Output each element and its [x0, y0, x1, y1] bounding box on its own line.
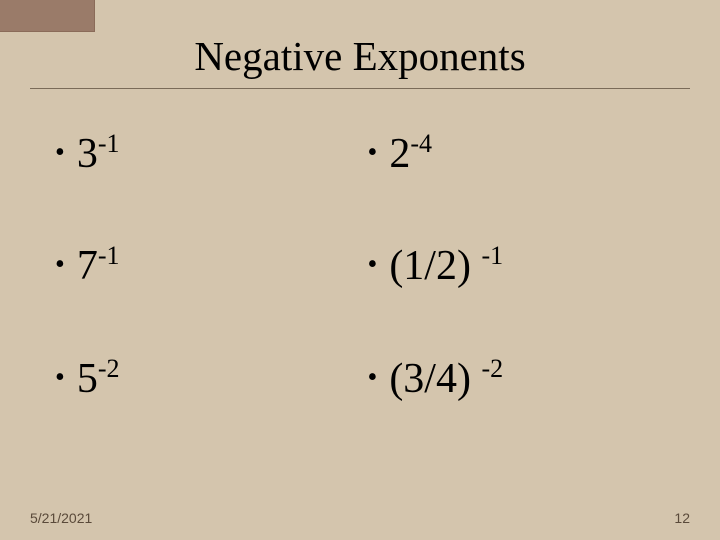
footer-page-number: 12	[674, 510, 690, 526]
expr-exponent: -1	[98, 129, 120, 158]
bullet-icon: •	[55, 354, 65, 402]
corner-decoration	[0, 0, 95, 32]
expression: (1/2) -1	[389, 241, 503, 291]
expr-base: 3	[77, 131, 98, 177]
list-item: • 5-2	[55, 354, 368, 404]
list-item: • 7-1	[55, 241, 368, 291]
footer-date: 5/21/2021	[30, 510, 92, 526]
expression: 3-1	[77, 129, 120, 179]
slide-container: Negative Exponents • 3-1 • 2-4 • 7-1 • (…	[0, 0, 720, 540]
expression: 2-4	[389, 129, 432, 179]
expr-exponent: -4	[410, 129, 432, 158]
list-item: • 2-4	[368, 129, 681, 179]
expr-base: (1/2)	[389, 243, 481, 289]
expr-exponent: -2	[481, 354, 503, 383]
expr-exponent: -1	[98, 241, 120, 270]
expr-exponent: -2	[98, 354, 120, 383]
bullet-icon: •	[55, 241, 65, 289]
expression: 5-2	[77, 354, 120, 404]
footer: 5/21/2021 12	[0, 510, 720, 526]
list-item: • (3/4) -2	[368, 354, 681, 404]
list-item: • 3-1	[55, 129, 368, 179]
expr-base: 7	[77, 243, 98, 289]
bullet-icon: •	[55, 129, 65, 177]
expression: (3/4) -2	[389, 354, 503, 404]
content-grid: • 3-1 • 2-4 • 7-1 • (1/2) -1 • 5-	[0, 99, 720, 424]
title-region: Negative Exponents	[0, 20, 720, 99]
expr-exponent: -1	[481, 241, 503, 270]
list-item: • (1/2) -1	[368, 241, 681, 291]
expression: 7-1	[77, 241, 120, 291]
bullet-icon: •	[368, 129, 378, 177]
expr-base: 2	[389, 131, 410, 177]
slide-title: Negative Exponents	[0, 32, 720, 80]
bullet-icon: •	[368, 354, 378, 402]
expr-base: (3/4)	[389, 356, 481, 402]
bullet-icon: •	[368, 241, 378, 289]
expr-base: 5	[77, 356, 98, 402]
title-underline	[30, 88, 690, 89]
